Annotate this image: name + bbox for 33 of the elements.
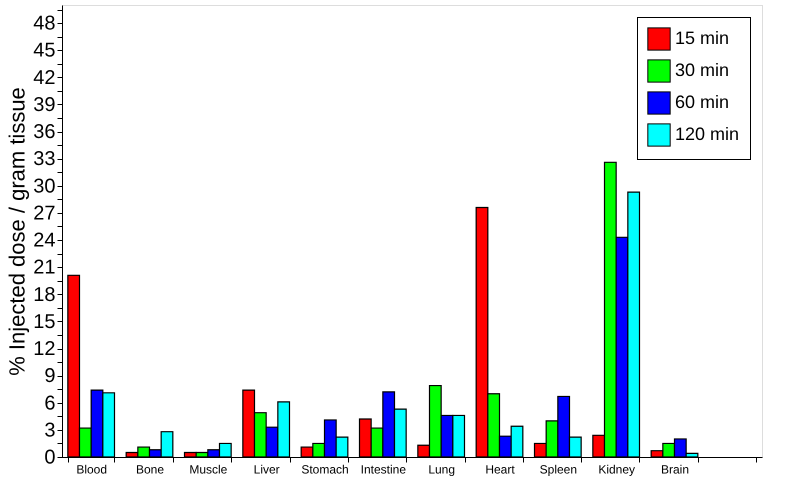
y-tick-label: 15: [33, 310, 56, 333]
y-tick-label: 3: [44, 419, 56, 442]
y-tick-label: 45: [33, 40, 56, 62]
y-tick-label: 24: [33, 230, 56, 252]
x-tick-label: Spleen: [540, 462, 578, 476]
y-tick-label: 42: [33, 66, 56, 89]
y-tick-label: 21: [33, 256, 56, 279]
x-tick-label: Brain: [660, 462, 690, 476]
x-tick-label: Liver: [254, 462, 280, 476]
y-tick-label: 39: [33, 94, 56, 116]
legend-label: 30 min: [675, 60, 730, 80]
y-tick-label: 27: [33, 202, 56, 224]
legend-label: 60 min: [675, 92, 730, 112]
legend-label: 120 min: [675, 124, 740, 144]
y-axis-title: % Injected dose / gram tissue: [4, 87, 30, 376]
y-tick-label: 0: [44, 446, 56, 468]
y-tick-label: 18: [33, 284, 56, 306]
y-tick-label: 36: [33, 121, 56, 144]
x-tick-label: Muscle: [189, 462, 228, 476]
y-tick-label: 12: [33, 338, 56, 360]
y-tick-label: 30: [33, 175, 56, 198]
y-tick-label: 6: [44, 392, 56, 414]
x-tick-label: Lung: [428, 462, 456, 476]
x-tick-label: Kidney: [598, 462, 636, 476]
y-tick-label: 33: [33, 148, 56, 170]
x-tick-label: Bone: [136, 462, 164, 476]
legend-label: 15 min: [675, 28, 730, 48]
y-tick-label: 9: [44, 365, 56, 388]
x-tick-label: Stomach: [301, 462, 349, 476]
x-tick-label: Heart: [485, 462, 516, 476]
y-tick-label: 48: [33, 12, 56, 35]
x-tick-label: Intestine: [360, 462, 406, 476]
x-tick-label: Blood: [76, 462, 108, 476]
